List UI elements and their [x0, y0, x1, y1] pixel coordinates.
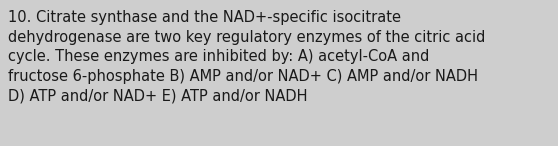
Text: 10. Citrate synthase and the NAD+-specific isocitrate
dehydrogenase are two key : 10. Citrate synthase and the NAD+-specif…: [8, 10, 485, 104]
